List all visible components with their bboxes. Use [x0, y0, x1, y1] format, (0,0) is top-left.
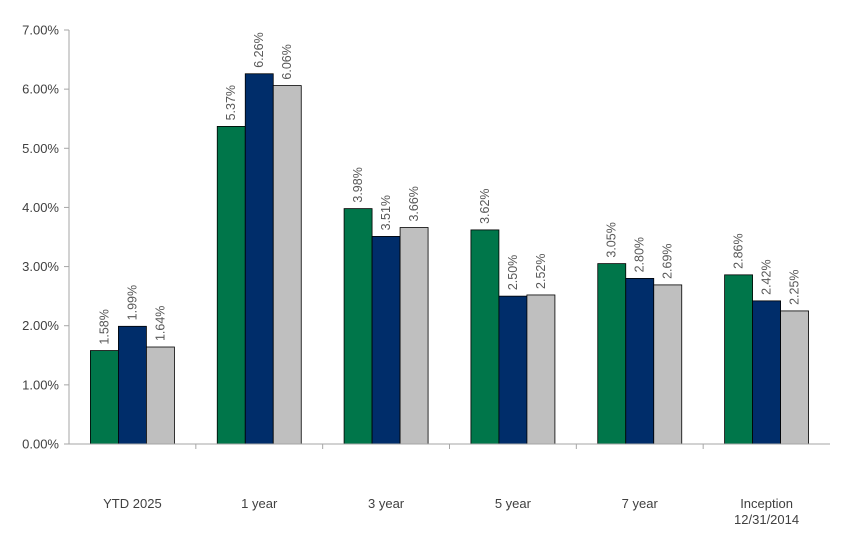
- bar: [90, 350, 119, 445]
- data-label: 6.26%: [252, 32, 266, 67]
- data-label: 1.99%: [125, 285, 139, 320]
- bar: [752, 300, 781, 445]
- y-tick-label: 5.00%: [22, 141, 59, 156]
- bar: [216, 126, 246, 445]
- data-label: 3.98%: [351, 167, 365, 202]
- bar: [780, 310, 809, 445]
- x-category-label: YTD 2025: [103, 496, 162, 511]
- bar: [146, 346, 175, 445]
- bar: [399, 227, 429, 445]
- data-label: 3.62%: [478, 188, 492, 223]
- data-labels: 1.58% 1.99% 1.64% 5.37% 6.26% 6.06% 3.98% 3.51%…: [97, 32, 801, 344]
- y-tick-label: 6.00%: [22, 82, 59, 97]
- bar: [498, 295, 528, 445]
- bar: [597, 263, 627, 445]
- x-category-label: 12/31/2014: [734, 512, 799, 527]
- x-category-label: 1 year: [241, 496, 278, 511]
- x-category-label: Inception: [740, 496, 793, 511]
- data-label: 1.58%: [97, 309, 111, 344]
- bars: [90, 73, 809, 445]
- bar: [343, 208, 373, 445]
- data-label: 2.80%: [633, 237, 647, 272]
- bar: [272, 85, 302, 445]
- x-category-label: 5 year: [495, 496, 532, 511]
- data-label: 2.50%: [506, 255, 520, 290]
- y-tick-label: 2.00%: [22, 318, 59, 333]
- y-tick-label: 3.00%: [22, 259, 59, 274]
- bar: [470, 229, 500, 445]
- bar: [724, 274, 753, 445]
- data-label: 3.66%: [407, 186, 421, 221]
- data-label: 2.86%: [732, 233, 746, 268]
- data-label: 3.51%: [379, 195, 393, 230]
- y-tick-label: 0.00%: [22, 437, 59, 452]
- data-label: 2.52%: [534, 254, 548, 289]
- data-label: 2.25%: [788, 269, 802, 304]
- x-category-label: 3 year: [368, 496, 405, 511]
- bar: [371, 236, 401, 445]
- y-tick-label: 4.00%: [22, 200, 59, 215]
- x-category-label: 7 year: [622, 496, 659, 511]
- bar: [118, 325, 147, 445]
- data-label: 2.69%: [661, 243, 675, 278]
- x-axis-categories: YTD 2025 1 year 3 year 5 year 7 year Inceptio…: [103, 444, 799, 527]
- bar: [625, 277, 655, 445]
- bar: [526, 294, 556, 445]
- bar: [244, 73, 274, 445]
- data-label: 6.06%: [280, 44, 294, 79]
- y-tick-label: 1.00%: [22, 377, 59, 392]
- bar: [653, 284, 683, 445]
- data-label: 2.42%: [760, 259, 774, 294]
- y-axis-ticks: 0.00% 1.00% 2.00% 3.00% 4.00% 5.00% 6.00% 7.00%: [22, 23, 69, 452]
- data-label: 5.37%: [224, 85, 238, 120]
- data-label: 1.64%: [153, 306, 167, 341]
- y-tick-label: 7.00%: [22, 23, 59, 38]
- data-label: 3.05%: [605, 222, 619, 257]
